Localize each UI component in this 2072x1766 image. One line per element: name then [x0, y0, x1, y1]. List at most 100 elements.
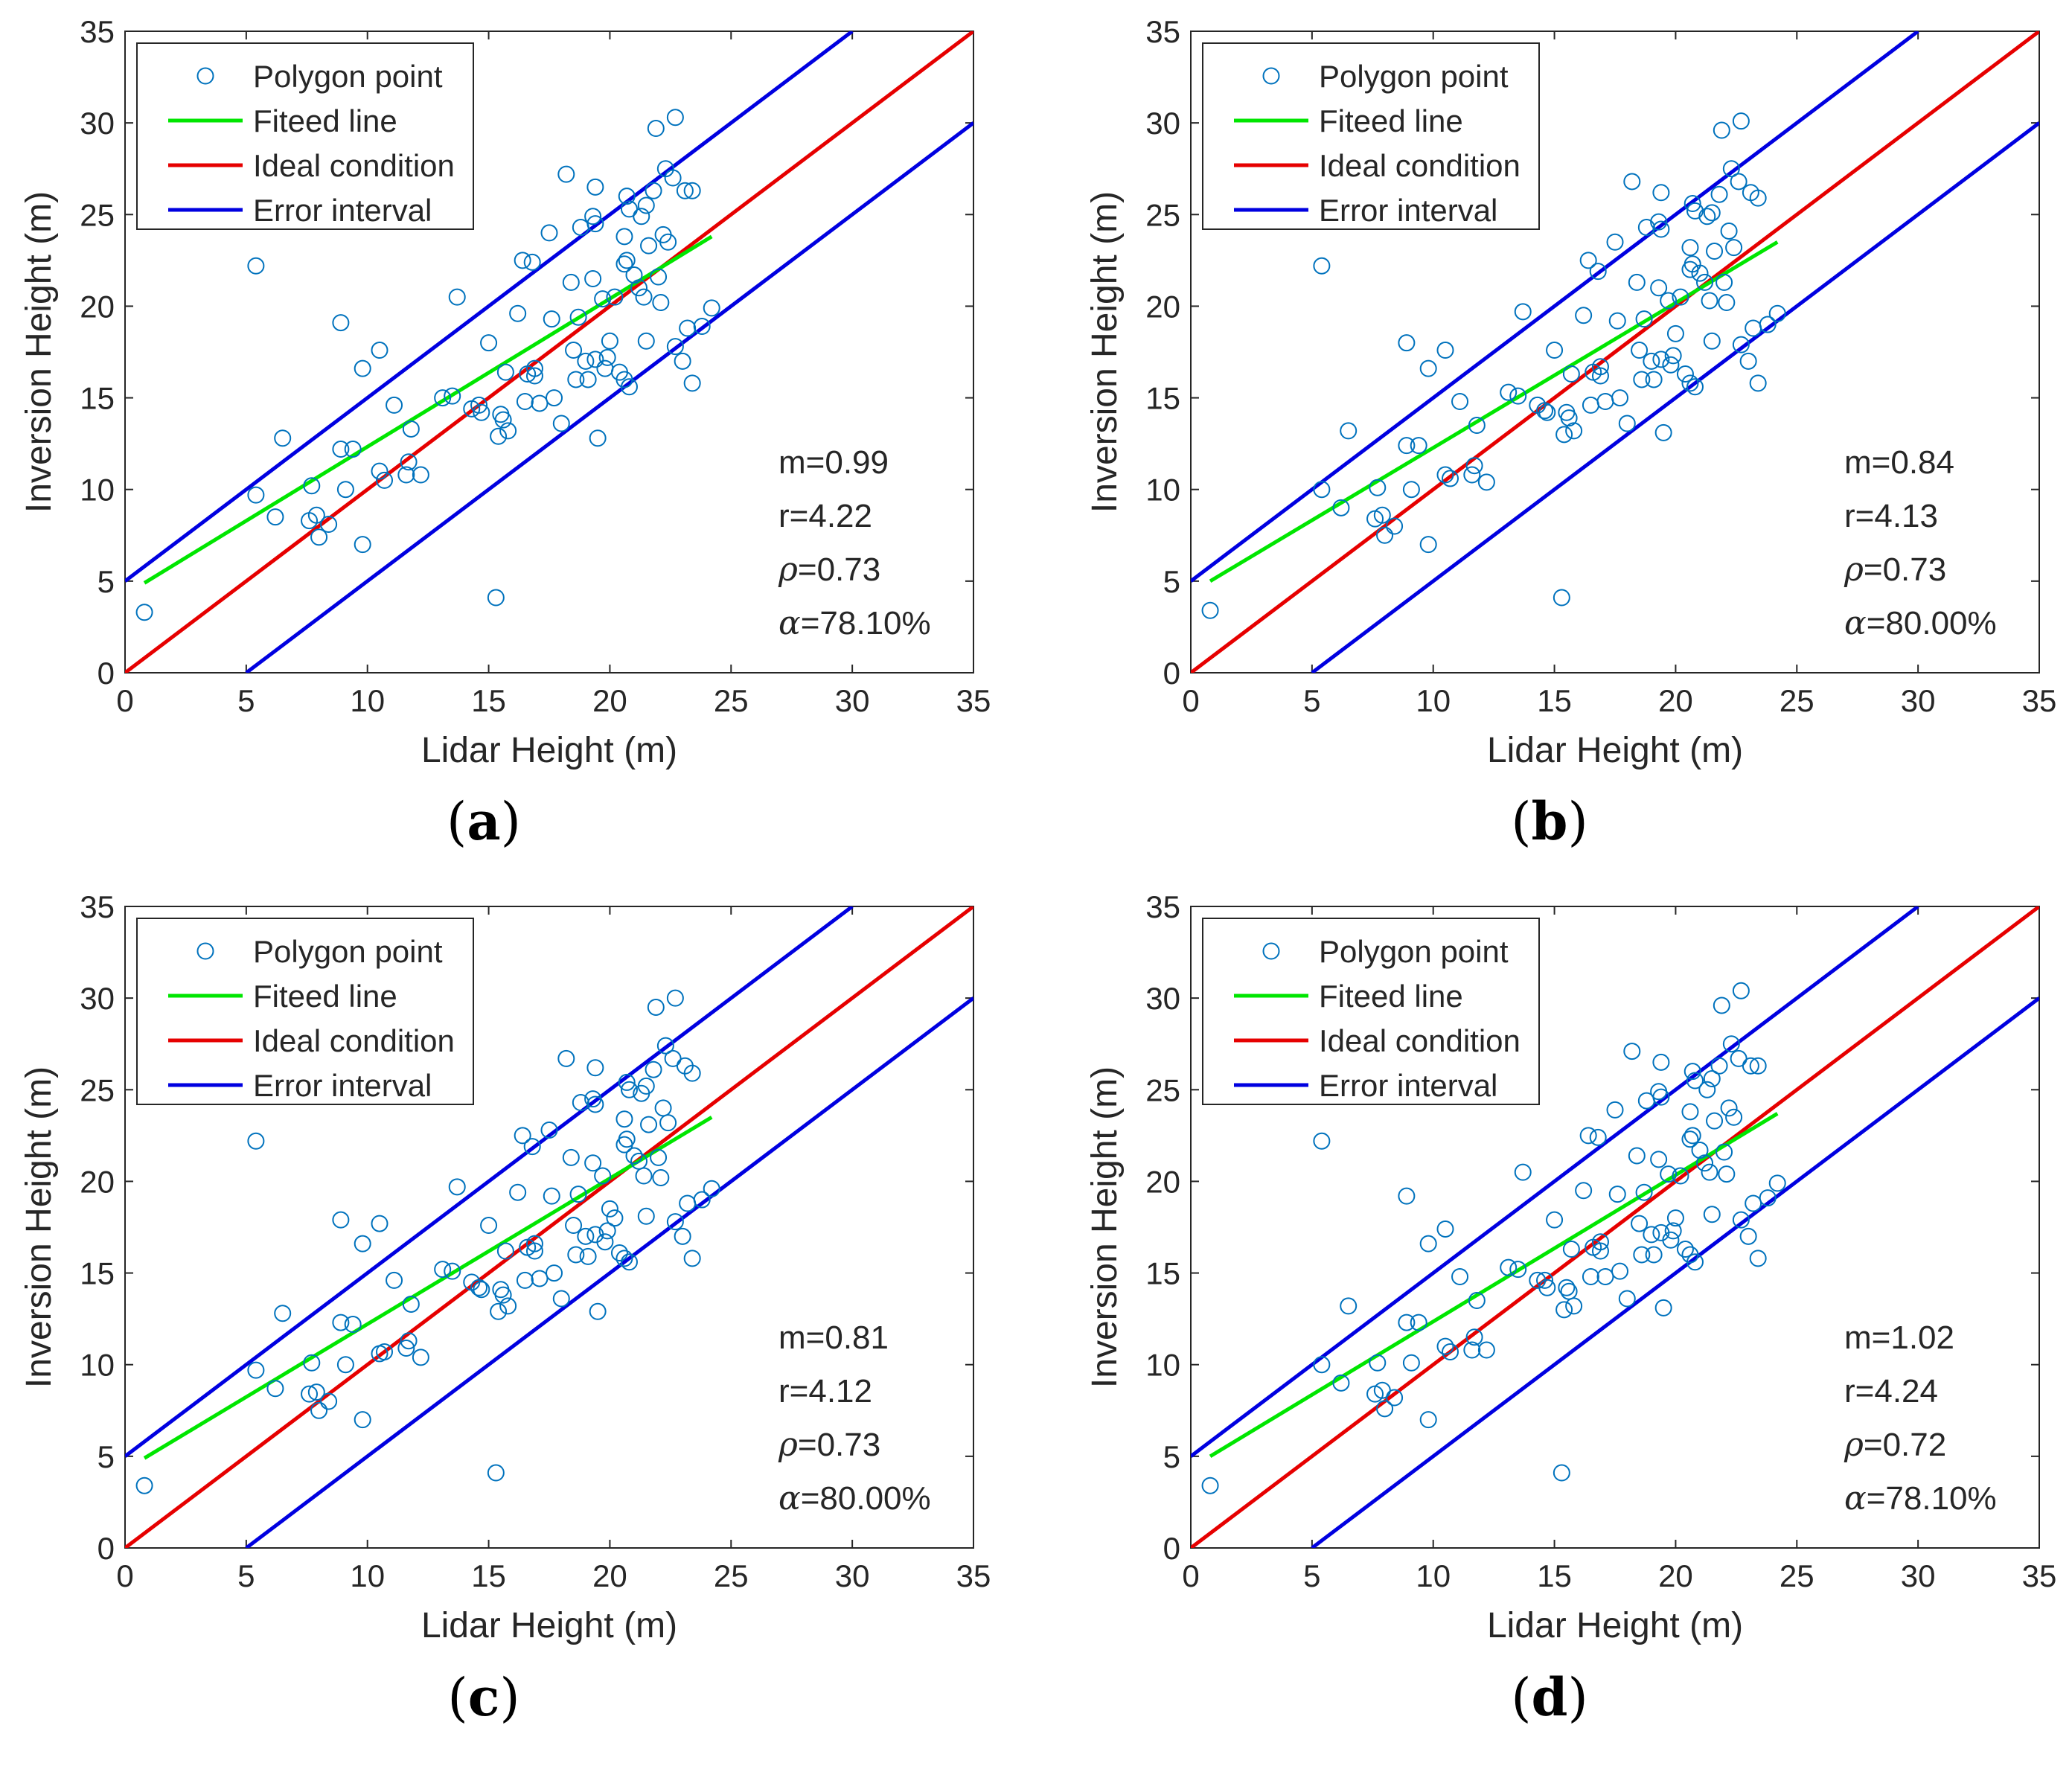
scatter-point: [1340, 422, 1358, 440]
scatter-point: [1676, 365, 1694, 383]
scatter-point: [1500, 1258, 1518, 1276]
scatter-point: [525, 1242, 543, 1260]
scatter-point: [310, 528, 328, 546]
scatter-point: [683, 374, 701, 392]
x-tick-label: 0: [116, 683, 133, 718]
y-tick-label: 0: [97, 1531, 115, 1566]
scatter-point: [516, 392, 534, 410]
scatter-point: [640, 1116, 658, 1133]
scatter-point: [1463, 1341, 1481, 1359]
scatter-point: [1730, 173, 1748, 191]
scatter-point: [1538, 403, 1556, 421]
scatter-point: [664, 169, 682, 187]
scatter-point: [543, 1187, 560, 1205]
y-tick-label: 20: [80, 289, 115, 324]
scatter-point: [1720, 1099, 1738, 1117]
scatter-point: [598, 348, 616, 366]
plot-lines: [1191, 31, 2039, 673]
x-tick-label: 15: [1537, 683, 1572, 718]
scatter-point: [630, 279, 648, 297]
scatter-point: [637, 196, 655, 214]
scatter-point: [354, 359, 371, 377]
x-tick-label: 10: [1416, 1558, 1451, 1593]
x-tick-label: 20: [592, 683, 627, 718]
scatter-point: [1369, 479, 1387, 496]
scatter-point: [1369, 1354, 1387, 1372]
caption-letter: b: [1532, 790, 1568, 852]
scatter-point: [1536, 402, 1554, 420]
scatter-point: [656, 1037, 674, 1055]
scatter-point: [1442, 470, 1459, 487]
scatter-point: [1553, 589, 1570, 607]
scatter-point: [584, 208, 602, 225]
legend-entry-error-interval: Error interval: [253, 1068, 432, 1103]
caption-open-paren: (: [1511, 791, 1531, 852]
scatter-point: [1398, 334, 1416, 352]
scatter-point: [1589, 263, 1607, 281]
x-tick-label: 20: [1658, 1558, 1693, 1593]
scatter-point: [1725, 239, 1743, 257]
scatter-point: [1681, 239, 1699, 257]
x-tick-label: 5: [1303, 683, 1320, 718]
scatter-point: [618, 188, 636, 205]
scatter-point: [1386, 517, 1404, 535]
legend-entry-polygon-point: Polygon point: [1319, 59, 1509, 94]
scatter-point: [1201, 1477, 1219, 1494]
x-tick-label: 15: [1537, 1558, 1572, 1593]
scatter-point: [565, 342, 583, 359]
scatter-point: [1652, 1088, 1670, 1106]
scatter-point: [666, 1213, 684, 1231]
scatter-point: [1608, 312, 1626, 330]
scatter-point: [610, 1244, 628, 1261]
scatter-point: [386, 1271, 403, 1289]
scatter-point: [1562, 365, 1580, 383]
scatter-point: [1696, 1154, 1714, 1172]
scatter-point: [1645, 371, 1663, 388]
scatter-point: [525, 359, 543, 377]
scatter-point: [1631, 342, 1649, 359]
x-tick-label: 35: [956, 683, 991, 718]
scatter-point: [1684, 1063, 1701, 1081]
scatter-point: [1759, 1189, 1777, 1207]
scatter-point: [1582, 1267, 1599, 1285]
scatter-point: [1650, 213, 1668, 231]
scatter-point: [1660, 1165, 1678, 1183]
y-axis-label: Inversion Height (m): [19, 1066, 59, 1388]
y-tick-label: 30: [1145, 106, 1180, 141]
scatter-point: [1468, 417, 1486, 435]
scatter-point: [1713, 121, 1730, 139]
scatter-point: [569, 1186, 587, 1203]
scatter-point: [336, 481, 354, 499]
y-tick-label: 5: [97, 564, 115, 599]
fitted-line: [1209, 1112, 1779, 1458]
scatter-point: [320, 1392, 338, 1410]
scatter-point: [1720, 222, 1738, 240]
caption-close-paren: ): [501, 791, 521, 852]
legend-entry-ideal-condition: Ideal condition: [253, 1023, 455, 1058]
scatter-point: [1676, 1241, 1694, 1258]
scatter-point: [1546, 1211, 1564, 1229]
panel-caption: (b): [1511, 790, 1588, 852]
scatter-point: [586, 1059, 604, 1077]
scatter-point: [499, 1297, 517, 1315]
scatter-point: [1703, 332, 1721, 350]
scatter-point: [247, 1132, 265, 1150]
scatter-point: [606, 288, 624, 306]
legend-marker-circle: [196, 942, 214, 960]
error-interval-upper-line: [125, 31, 854, 583]
scatter-point: [1596, 1267, 1614, 1285]
y-tick-label: 0: [1163, 656, 1180, 691]
scatter-point: [1635, 310, 1653, 328]
x-tick-label: 5: [237, 683, 255, 718]
scatter-point: [1340, 1297, 1358, 1315]
scatter-point: [1436, 1220, 1454, 1238]
x-tick-label: 5: [237, 1558, 255, 1593]
fitted-line: [143, 1116, 713, 1460]
scatter-point: [525, 367, 543, 385]
scatter-point: [1662, 1231, 1680, 1249]
scatter-point: [332, 441, 350, 458]
scatter-point: [1739, 1227, 1757, 1245]
legend-entry-ideal-condition: Ideal condition: [1319, 1023, 1521, 1058]
scatter-point: [586, 351, 604, 368]
scatter-point: [371, 342, 388, 359]
